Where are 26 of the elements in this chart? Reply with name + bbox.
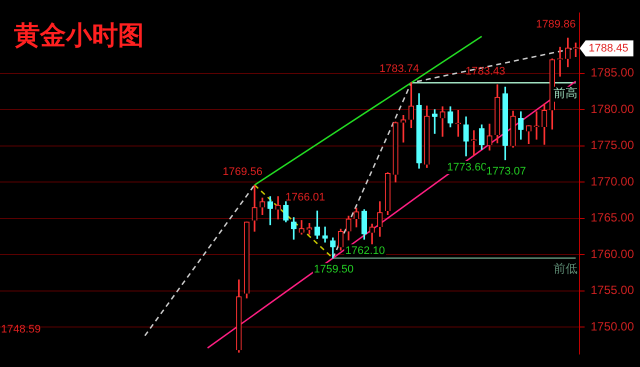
annotation: 1789.86 xyxy=(536,18,576,31)
series-label: 前低 xyxy=(554,261,578,276)
annotation: 1773.07 xyxy=(486,165,526,178)
y-tick-label: 1770.00 xyxy=(590,174,634,188)
candlestick xyxy=(322,226,328,243)
y-tick-label: 1775.00 xyxy=(590,138,634,152)
annotation: 1766.01 xyxy=(285,191,326,204)
y-tick-label: 1780.00 xyxy=(590,102,634,116)
annotation: 1748.59 xyxy=(1,324,41,336)
annotation: 1783.43 xyxy=(466,65,506,78)
annotation: 1783.74 xyxy=(379,63,420,76)
y-tick-label: 1765.00 xyxy=(590,210,634,225)
candlestick xyxy=(534,111,540,140)
y-tick-label: 1750.00 xyxy=(590,319,634,334)
y-tick-label: 1760.00 xyxy=(590,246,634,261)
y-tick-label: 1785.00 xyxy=(590,66,634,80)
candlestick xyxy=(557,46,563,77)
annotation: 1769.56 xyxy=(222,166,262,178)
candlestick xyxy=(440,106,446,137)
chart-title: 黄金小时图 xyxy=(13,20,144,51)
candlestick xyxy=(275,196,281,220)
annotation: 1762.10 xyxy=(345,244,385,257)
annotation: 1759.50 xyxy=(314,264,354,276)
text: 1788.45 xyxy=(588,42,628,54)
y-tick-label: 1755.00 xyxy=(590,283,634,298)
series-label: 前高 xyxy=(554,86,578,100)
